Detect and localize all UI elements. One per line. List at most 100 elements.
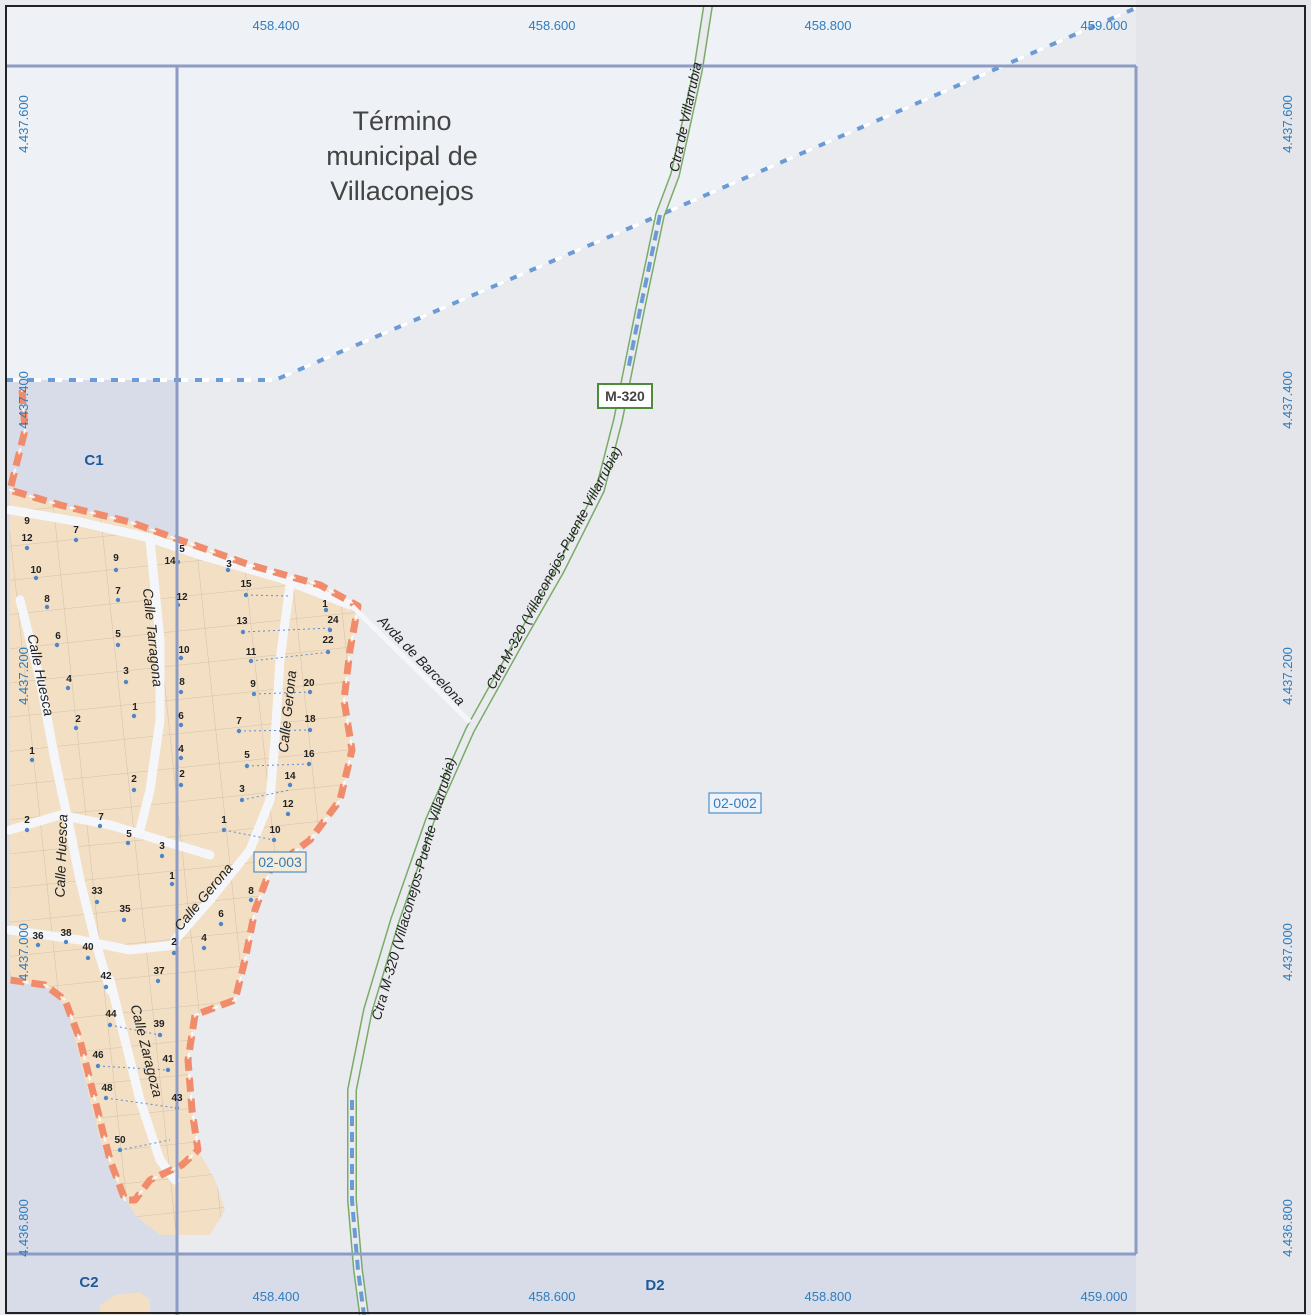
house-number: 8 (44, 594, 50, 605)
neighbour-sheet-bottom (6, 1254, 1136, 1315)
sheet-label-c2[interactable]: C2 (79, 1274, 98, 1291)
house-number: 15 (240, 579, 252, 590)
house-number: 1 (221, 815, 227, 826)
house-number: 1 (29, 746, 35, 757)
house-number: 5 (244, 750, 250, 761)
house-numbers: 9 12 10 8 7 9 7 5 14 3 15 12 1 24 13 6 5… (21, 516, 339, 1146)
house-number: 18 (304, 714, 316, 725)
road-m320-boundary-south (350, 1100, 366, 1315)
coord-y-left-4: 4.437.000 (16, 923, 31, 981)
house-number: 9 (113, 553, 119, 564)
coord-x-top-2: 458.600 (529, 18, 576, 33)
house-number: 38 (60, 928, 72, 939)
coords-right: 4.437.600 4.437.400 4.437.200 4.437.000 … (1280, 95, 1295, 1257)
coords-left: 4.437.600 4.437.400 4.437.200 4.437.000 … (16, 95, 31, 1257)
house-number: 5 (126, 829, 132, 840)
house-number: 44 (105, 1009, 117, 1020)
house-number: 2 (179, 769, 185, 780)
coord-x-top-1: 458.400 (253, 18, 300, 33)
house-number: 33 (91, 886, 103, 897)
zone-label-main-text: 02-002 (713, 795, 757, 811)
house-number: 8 (179, 677, 185, 688)
house-number: 10 (269, 825, 281, 836)
coord-x-top-4: 459.000 (1081, 18, 1128, 33)
house-number: 14 (164, 556, 176, 567)
coord-y-left-1: 4.437.600 (16, 95, 31, 153)
municipal-boundary-white (6, 6, 1137, 382)
house-number: 4 (66, 674, 72, 685)
zone-label-main[interactable]: 02-002 (708, 792, 762, 814)
house-number: 3 (123, 666, 129, 677)
municipality-label-line-3: Villaconejos (330, 176, 474, 206)
house-number: 7 (115, 586, 121, 597)
coord-y-left-3: 4.437.200 (16, 647, 31, 705)
house-number: 7 (73, 525, 79, 536)
municipality-label-line-2: municipal de (326, 141, 478, 171)
house-number: 1 (322, 599, 328, 610)
house-number: 41 (162, 1054, 174, 1065)
coords-bottom: 458.400 458.600 458.800 459.000 (253, 1289, 1128, 1304)
urban-streets (5, 505, 355, 1185)
house-number: 7 (98, 812, 104, 823)
house-number: 13 (236, 616, 248, 627)
house-number: 24 (327, 615, 339, 626)
house-number: 3 (159, 841, 165, 852)
sheet-label-c1[interactable]: C1 (84, 452, 103, 469)
coords-top: 458.400 458.600 458.800 459.000 (253, 18, 1128, 33)
house-number: 20 (303, 678, 315, 689)
house-number: 14 (284, 771, 296, 782)
zone-label-urban[interactable]: 02-003 (253, 851, 307, 873)
house-number: 8 (248, 886, 254, 897)
house-number: 12 (21, 533, 33, 544)
map-frame (5, 5, 1306, 1314)
street-label-huesca-lower: Calle Huesca (52, 814, 71, 898)
house-number: 5 (115, 629, 121, 640)
house-number: 35 (119, 904, 131, 915)
house-number: 10 (178, 645, 190, 656)
house-number: 10 (30, 565, 42, 576)
coord-x-bottom-2: 458.600 (529, 1289, 576, 1304)
house-number: 22 (322, 635, 334, 646)
house-number: 5 (179, 544, 185, 555)
house-number: 3 (226, 559, 232, 570)
house-number: 2 (75, 714, 81, 725)
road-m320-fill (348, 5, 712, 1315)
outer-margin-right (1136, 0, 1311, 1315)
coord-y-right-5: 4.436.800 (1280, 1199, 1295, 1257)
house-number: 3 (239, 784, 245, 795)
house-number: 1 (132, 702, 138, 713)
house-number: 46 (92, 1050, 104, 1061)
coord-x-bottom-1: 458.400 (253, 1289, 300, 1304)
house-number: 43 (171, 1093, 183, 1104)
sheet-label-d2[interactable]: D2 (645, 1277, 664, 1294)
road-shield-m320[interactable]: M-320 (597, 383, 653, 409)
house-number: 2 (24, 815, 30, 826)
grid-lines (6, 64, 1138, 1315)
house-number: 48 (101, 1083, 113, 1094)
house-number: 4 (201, 933, 207, 944)
house-number: 9 (24, 516, 30, 527)
house-number: 6 (218, 909, 224, 920)
house-number: 36 (32, 931, 44, 942)
road-m320-boundary (626, 214, 662, 371)
coord-y-right-4: 4.437.000 (1280, 923, 1295, 981)
house-number: 9 (250, 679, 256, 690)
coord-y-right-2: 4.437.400 (1280, 371, 1295, 429)
coord-y-right-3: 4.437.200 (1280, 647, 1295, 705)
house-number: 2 (131, 774, 137, 785)
house-number: 6 (178, 711, 184, 722)
plot-links (97, 594, 331, 1151)
coord-x-bottom-4: 459.000 (1081, 1289, 1128, 1304)
avda-barcelona-road (350, 604, 472, 724)
house-number: 40 (82, 942, 94, 953)
house-number: 12 (282, 799, 294, 810)
coord-x-top-3: 458.800 (805, 18, 852, 33)
urban-boundary (6, 389, 362, 1204)
house-number: 1 (169, 871, 175, 882)
house-number: 12 (176, 592, 188, 603)
road-shield-text: M-320 (605, 388, 645, 404)
coord-y-left-5: 4.436.800 (16, 1199, 31, 1257)
urban-plots (10, 490, 358, 1235)
house-number: 42 (100, 971, 112, 982)
